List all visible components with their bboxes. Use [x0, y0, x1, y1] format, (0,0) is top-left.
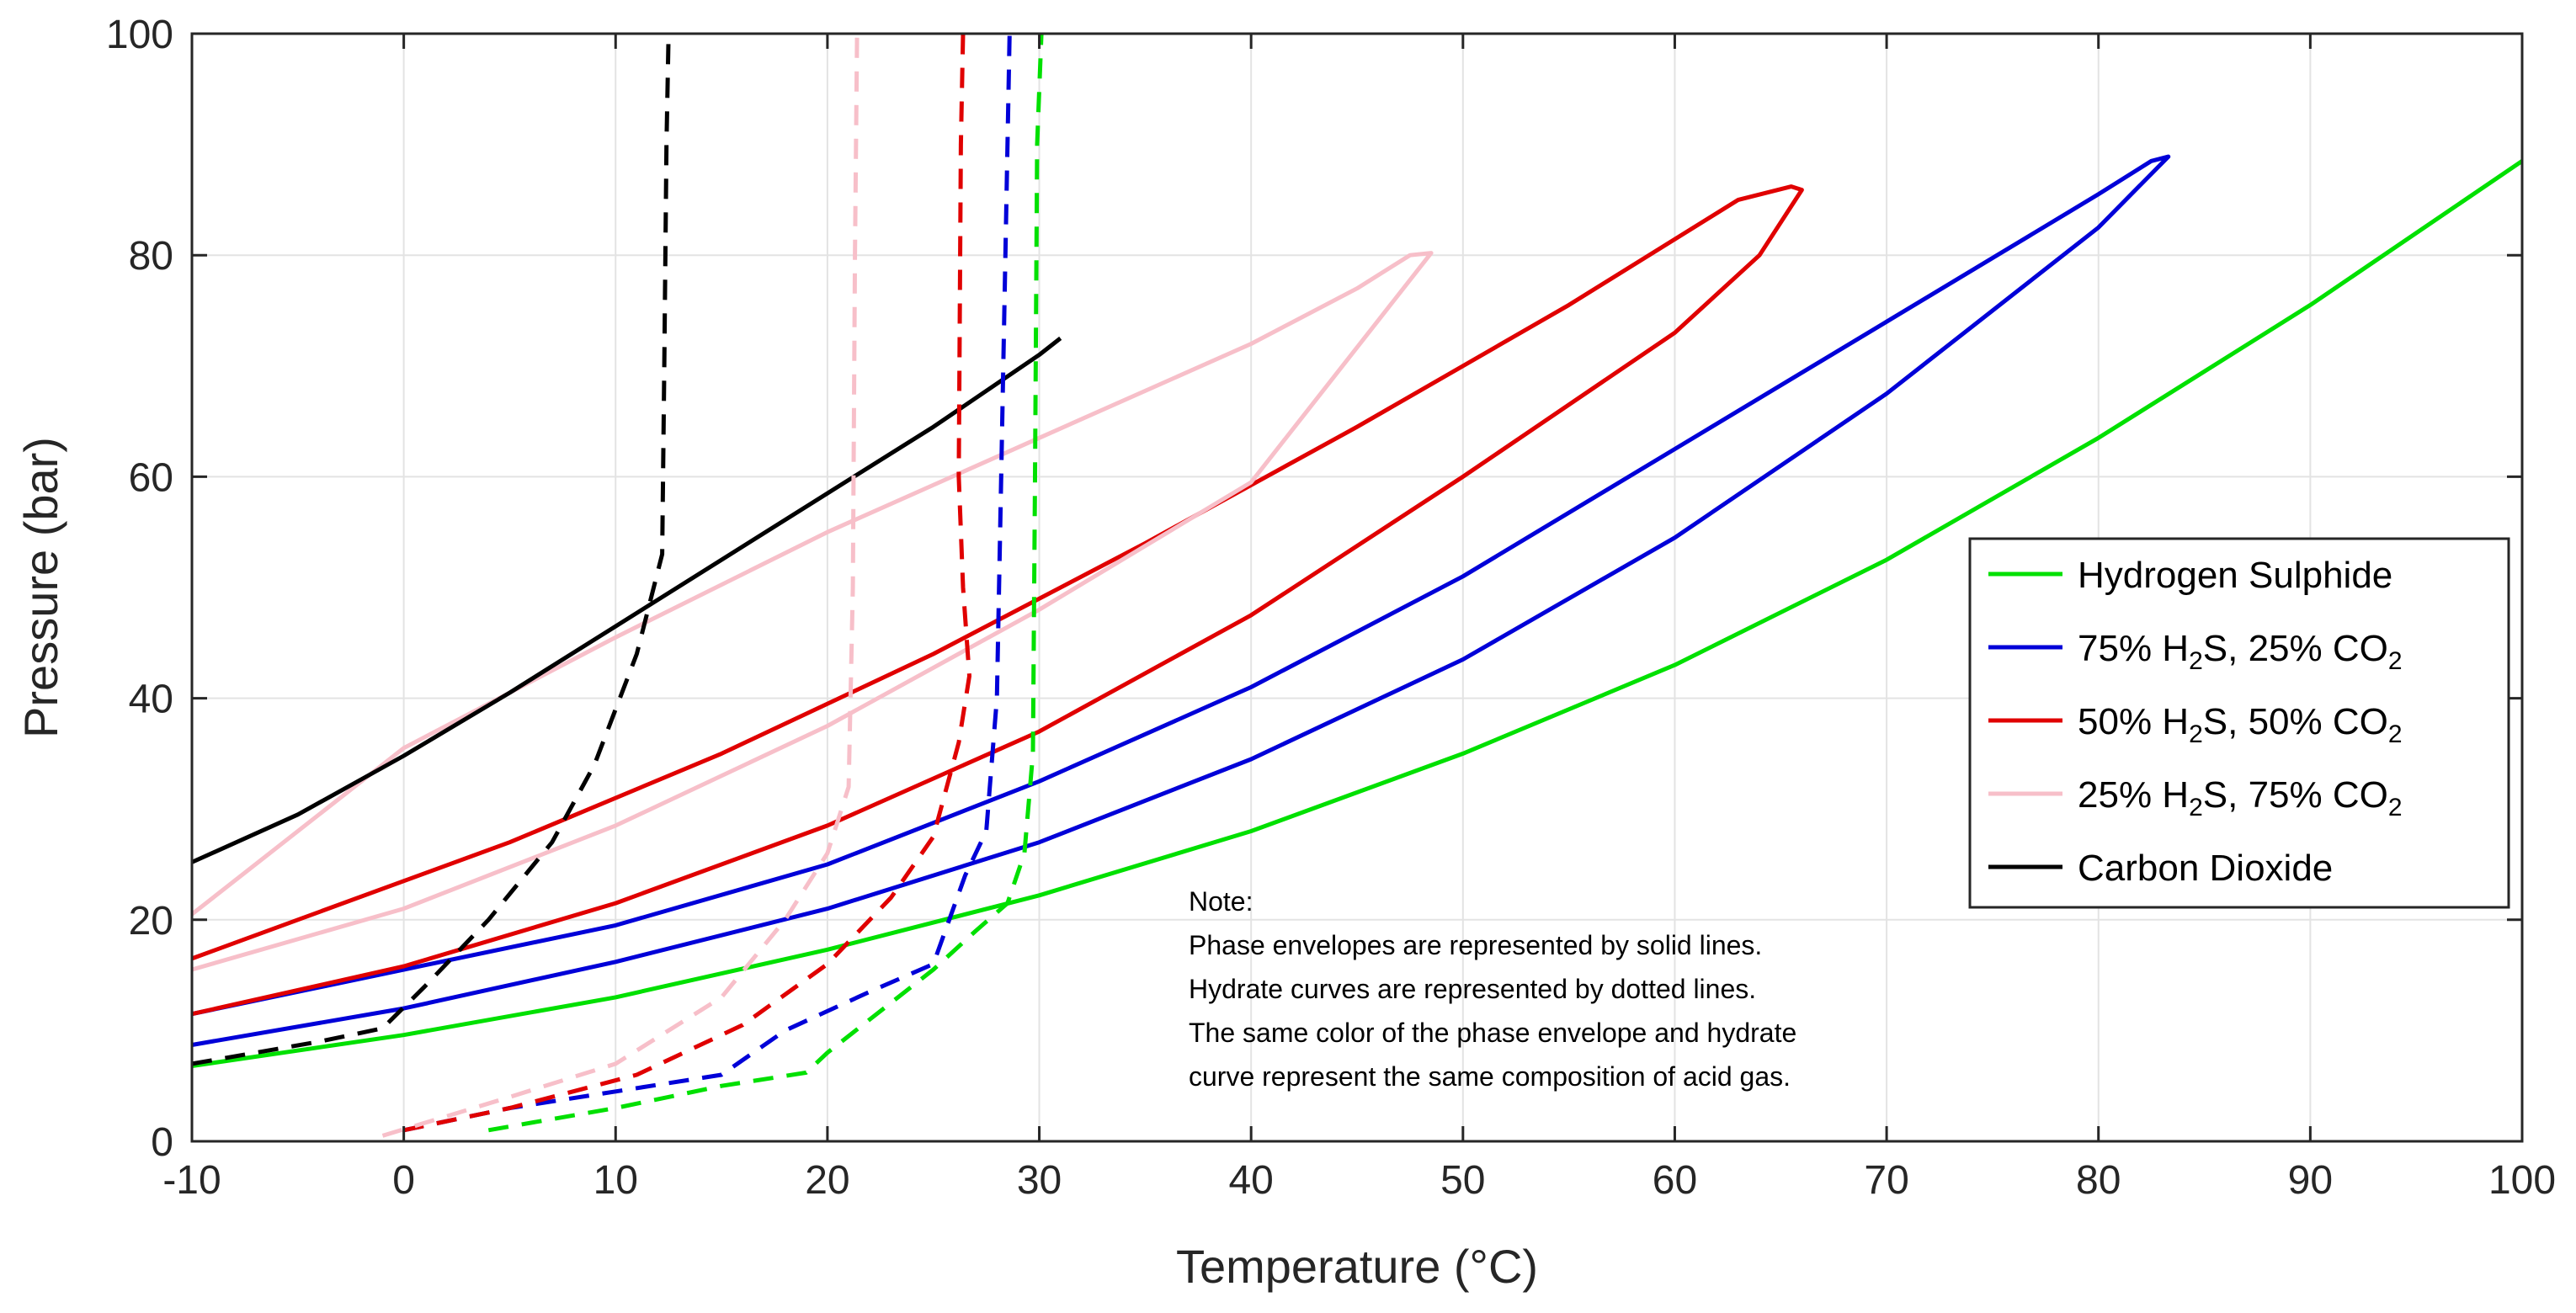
series-h2s50-phase-envelope: [191, 184, 1804, 1017]
note-line: The same color of the phase envelope and…: [1189, 1018, 1796, 1048]
series-h2s-phase-envelope: [191, 159, 2524, 1068]
x-tick-label: 0: [392, 1158, 415, 1203]
series-h2s25-hydrate-curve: [381, 33, 860, 1138]
series-h2s50-hydrate-curve: [403, 33, 971, 1133]
y-tick-label: 40: [129, 678, 173, 722]
legend-box: [1968, 537, 2510, 909]
y-tick-label: 80: [129, 234, 173, 279]
note-line: Hydrate curves are represented by dotted…: [1189, 974, 1756, 1004]
y-tick-label: 100: [106, 13, 173, 57]
plot-frame: [190, 32, 2524, 1143]
legend-label: 75% H2S, 25% CO2: [2078, 628, 2403, 675]
legend-label: 25% H2S, 75% CO2: [2078, 774, 2403, 821]
note-line: Note:: [1189, 886, 1253, 917]
legend-label: 50% H2S, 50% CO2: [2078, 701, 2403, 748]
x-tick-label: 10: [593, 1158, 638, 1203]
y-tick-label: 0: [151, 1120, 173, 1165]
x-axis-title: Temperature (°C): [1176, 1240, 1538, 1293]
x-tick-label: 90: [2288, 1158, 2333, 1203]
series-co2-hydrate-curve: [191, 33, 671, 1066]
y-axis-title: Pressure (bar): [14, 437, 67, 738]
series-h2s75-phase-envelope: [191, 154, 2171, 1047]
series-layer: [190, 33, 2524, 1138]
legend-label: Carbon Dioxide: [2078, 848, 2333, 889]
x-tick-label: 20: [805, 1158, 849, 1203]
x-tick-label: 80: [2076, 1158, 2121, 1203]
legend-label: Hydrogen Sulphide: [2078, 555, 2392, 596]
note-line: curve represent the same composition of …: [1189, 1061, 1791, 1092]
x-tick-label: 70: [1864, 1158, 1908, 1203]
series-h2s-hydrate-curve: [487, 33, 1044, 1133]
x-tick-label: -10: [162, 1158, 221, 1203]
note-line: Phase envelopes are represented by solid…: [1189, 930, 1762, 960]
series-h2s25-phase-envelope: [190, 251, 1434, 972]
series-h2s75-hydrate-curve: [403, 33, 1012, 1133]
x-tick-label: 30: [1017, 1158, 1062, 1203]
y-tick-label: 60: [129, 455, 173, 500]
y-tick-label: 20: [129, 899, 173, 944]
legend: Hydrogen Sulphide 75% H2S, 25% CO2 50% H2S…: [1968, 537, 2510, 909]
x-tick-label: 100: [2488, 1158, 2556, 1203]
series-co2-phase-envelope: [190, 336, 1062, 864]
x-tick-label: 60: [1653, 1158, 1697, 1203]
x-tick-label: 40: [1228, 1158, 1273, 1203]
x-tick-label: 50: [1440, 1158, 1485, 1203]
note-annotation: Note: Phase envelopes are represented by …: [1189, 886, 1796, 1092]
